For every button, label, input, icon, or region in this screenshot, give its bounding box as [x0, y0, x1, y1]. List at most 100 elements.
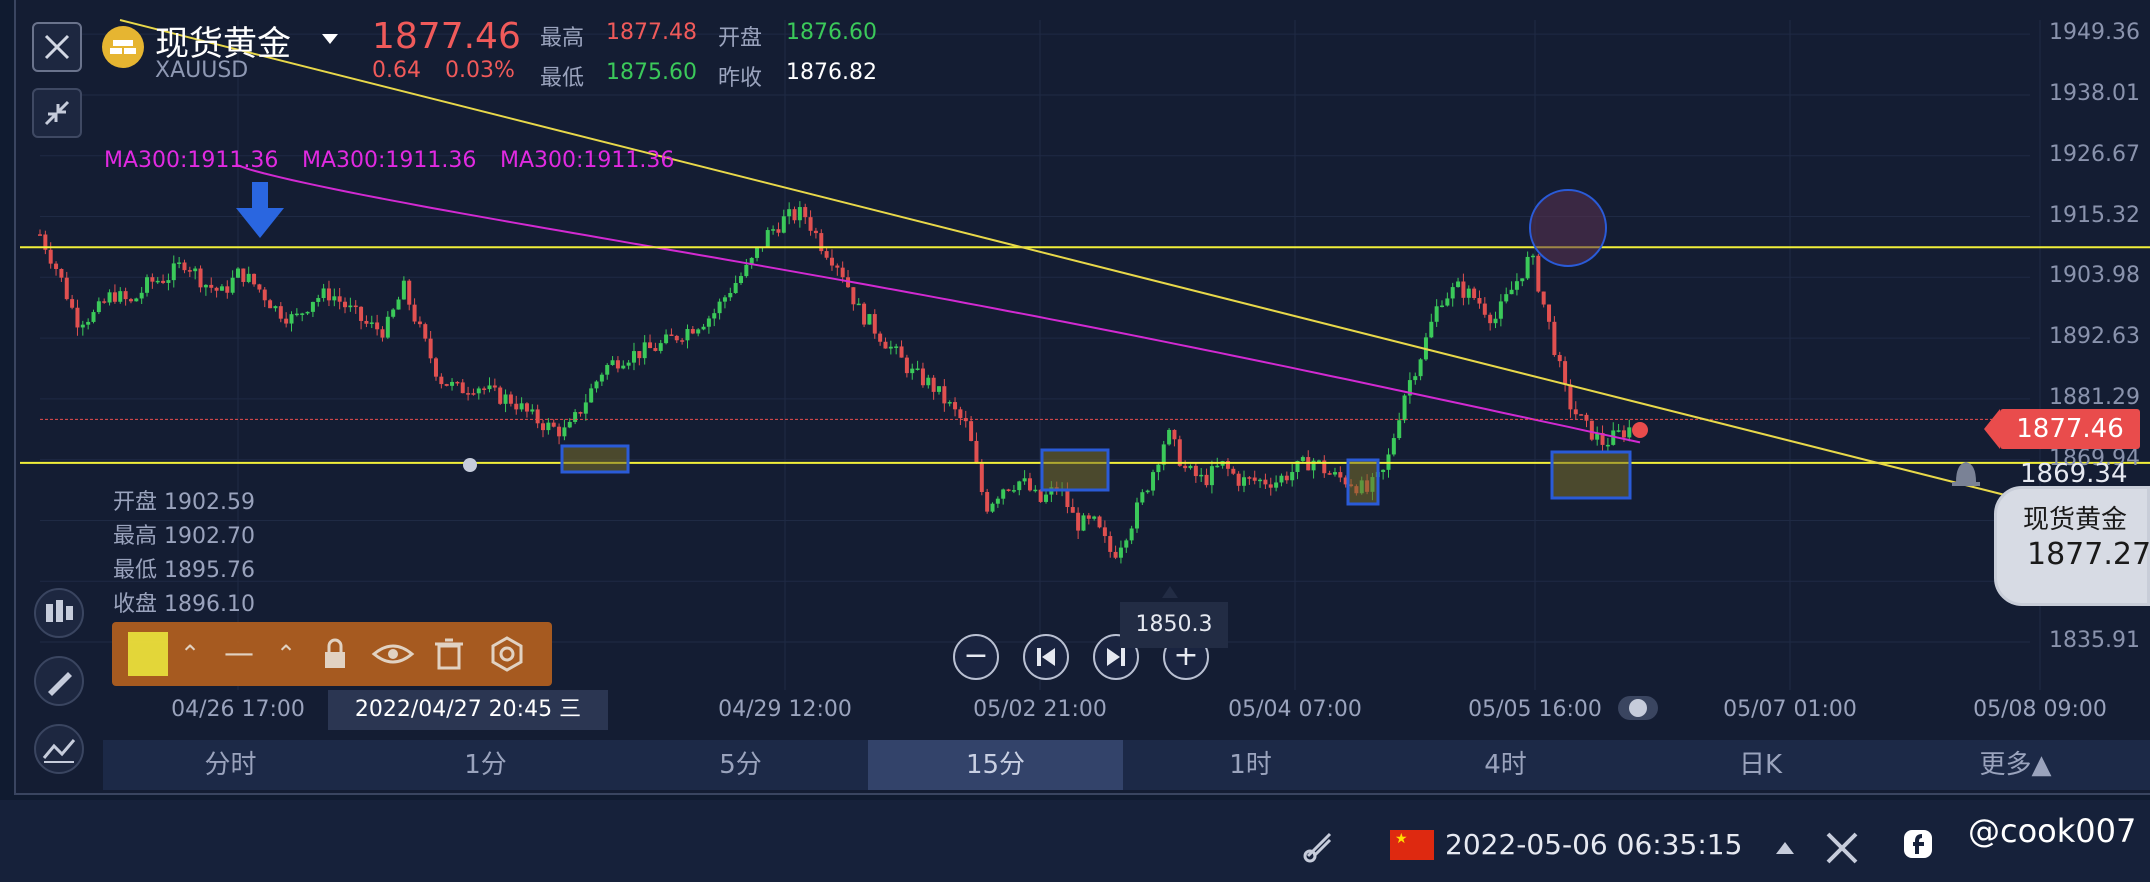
- y-tick-label: 1938.01: [2049, 80, 2140, 106]
- draw-button[interactable]: [34, 656, 84, 706]
- close-icon: [44, 34, 70, 60]
- tab-5[interactable]: 4时: [1484, 750, 1527, 780]
- candle-body: [1584, 414, 1589, 421]
- candle-body: [840, 267, 845, 278]
- eye-icon[interactable]: [366, 632, 420, 676]
- candle-body: [685, 329, 690, 341]
- candle-body: [107, 292, 112, 303]
- candle-body: [594, 381, 599, 389]
- tab-4[interactable]: 1时: [1229, 750, 1272, 780]
- zoom-out-button[interactable]: −: [953, 634, 999, 680]
- trash-icon[interactable]: [424, 632, 474, 676]
- candle-body: [241, 268, 246, 282]
- candle-body: [1530, 255, 1535, 258]
- candle-body: [958, 409, 963, 419]
- candle-body: [476, 388, 481, 394]
- candle-body: [198, 268, 203, 288]
- candle-body: [1504, 294, 1509, 302]
- candle-body: [1311, 460, 1316, 471]
- y-tick-label: 1835.91: [2049, 628, 2140, 654]
- candle-body: [829, 257, 834, 266]
- candle-body: [1274, 482, 1279, 488]
- caret-up-icon[interactable]: [1774, 838, 1796, 856]
- low-price-tag: 1850.3: [1120, 602, 1228, 648]
- candle-body: [867, 314, 872, 325]
- candle-body: [1327, 473, 1332, 475]
- candle-body: [1129, 528, 1134, 541]
- candle-body: [739, 276, 744, 284]
- candle-body: [91, 312, 96, 322]
- candle-body: [990, 503, 995, 512]
- color-swatch[interactable]: [128, 632, 168, 676]
- candle-body: [979, 462, 984, 493]
- step-back-button[interactable]: [1023, 634, 1069, 680]
- candle-body: [931, 377, 936, 392]
- candle-body: [1247, 477, 1252, 479]
- candle-body: [343, 301, 348, 308]
- highlight-box: [560, 444, 630, 474]
- bubble-price: 1877.27: [2027, 537, 2150, 572]
- tab-0[interactable]: 分时: [204, 750, 257, 780]
- candle-body: [161, 280, 166, 283]
- crosshair-time-label: 2022/04/27 20:45 三: [328, 690, 608, 730]
- settings-hex-icon[interactable]: [480, 632, 534, 676]
- candle-body: [380, 329, 385, 338]
- candle-body: [1231, 468, 1236, 474]
- y-tick-label: 1881.29: [2049, 384, 2140, 410]
- ma300-label: MA300:1911.36: [302, 148, 477, 173]
- candlestick-chart[interactable]: [0, 0, 2150, 700]
- candle-body: [385, 316, 390, 338]
- prev-close-label: 昨收: [718, 66, 763, 91]
- tab-7[interactable]: 更多▲: [1979, 750, 2052, 780]
- status-handle: @cook007: [1968, 812, 2137, 850]
- lock-icon[interactable]: [310, 632, 360, 676]
- line-style-icon[interactable]: —: [224, 636, 254, 671]
- highlight-box: [1346, 458, 1380, 506]
- price-bubble[interactable]: 现货黄金 1877.27: [1994, 486, 2150, 606]
- candle-body: [1456, 281, 1461, 288]
- chevron-up-icon[interactable]: ⌃: [275, 640, 297, 668]
- scroll-handle-icon[interactable]: [1616, 690, 1660, 726]
- candle-body: [862, 303, 867, 325]
- step-forward-button[interactable]: [1093, 634, 1139, 680]
- candle-body: [439, 376, 444, 385]
- candle-body: [1493, 318, 1498, 324]
- x-tick-label: 05/04 07:00: [1228, 697, 1362, 722]
- candle-body: [1290, 472, 1295, 481]
- tools-icon[interactable]: [1820, 826, 1864, 870]
- candle-body: [1557, 355, 1562, 362]
- candle-body: [722, 297, 727, 302]
- shrink-button[interactable]: [32, 88, 82, 138]
- chevron-up-icon[interactable]: ⌃: [179, 640, 201, 668]
- candle-body: [728, 293, 733, 298]
- candle-body: [1145, 490, 1150, 493]
- candle-body: [690, 329, 695, 334]
- dropdown-chevron-icon[interactable]: [320, 32, 340, 46]
- candle-body: [450, 381, 455, 386]
- facebook-icon: [1904, 830, 1932, 858]
- alert-bell-icon[interactable]: [1948, 454, 1984, 492]
- candle-body: [664, 334, 669, 344]
- y-tick-label: 1892.63: [2049, 324, 2140, 350]
- close-button[interactable]: [32, 22, 82, 72]
- candle-body: [460, 382, 465, 394]
- candle-body: [1177, 439, 1182, 466]
- tab-1[interactable]: 1分: [464, 750, 507, 780]
- candle-body: [123, 291, 128, 300]
- candle-body: [883, 341, 888, 349]
- candle-body: [252, 273, 257, 285]
- tab-2[interactable]: 5分: [719, 750, 762, 780]
- candle-body: [899, 346, 904, 358]
- instrument-title[interactable]: 现货黄金: [155, 24, 291, 64]
- line-chart-button[interactable]: [34, 724, 84, 774]
- indicator-button[interactable]: [34, 588, 84, 638]
- candle-body: [503, 394, 508, 404]
- candle-body: [573, 412, 578, 422]
- candle-body: [1520, 278, 1525, 282]
- candle-body: [1316, 460, 1321, 462]
- tab-3[interactable]: 15分: [868, 740, 1123, 790]
- candle-body: [219, 286, 224, 291]
- tab-6[interactable]: 日K: [1738, 750, 1783, 780]
- candle-body: [653, 348, 658, 351]
- candle-body: [1209, 466, 1214, 486]
